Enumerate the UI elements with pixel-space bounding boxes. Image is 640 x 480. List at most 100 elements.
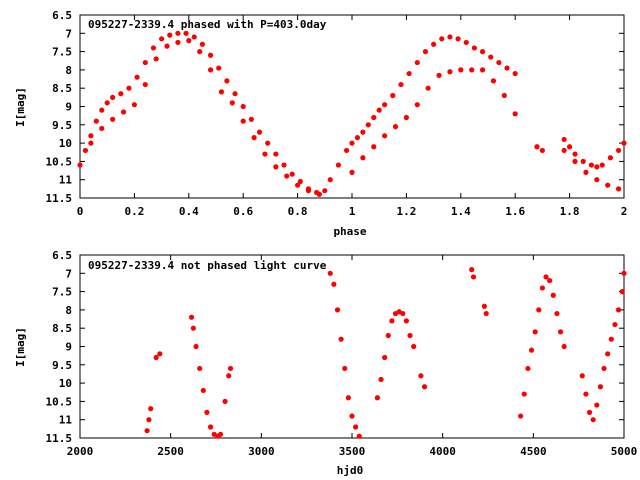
top-data-point	[512, 70, 518, 77]
top-data-point	[273, 151, 279, 157]
bottom-ytick-label: 8	[65, 304, 72, 317]
bottom-ytick-label: 10.5	[46, 395, 73, 408]
bottom-data-point	[521, 391, 527, 397]
bottom-data-point	[583, 391, 589, 397]
top-data-point	[436, 72, 442, 78]
top-data-point	[343, 147, 350, 154]
top-xtick-label: 2	[621, 205, 628, 218]
top-data-point	[425, 85, 431, 91]
bottom-data-point	[536, 307, 542, 313]
top-data-point	[120, 109, 127, 115]
top-data-point	[504, 65, 510, 71]
bottom-data-point	[345, 395, 351, 401]
bottom-data-point	[356, 433, 362, 439]
bottom-xtick-label: 3000	[248, 445, 275, 458]
bottom-data-point	[334, 307, 341, 313]
top-ytick-label: 8.5	[52, 82, 72, 95]
top-panel: 095227-2339.4 phased with P=403.0day pha…	[14, 9, 627, 238]
top-data-point	[167, 32, 173, 38]
top-xtick-label: 1.2	[396, 205, 416, 218]
top-data-point	[455, 36, 461, 42]
top-data-point	[305, 188, 312, 194]
top-data-point	[371, 114, 377, 121]
top-data-point	[118, 91, 124, 97]
top-xtick-label: 0.6	[233, 205, 253, 218]
top-data-point	[335, 162, 341, 168]
top-data-point	[580, 158, 586, 164]
bottom-data-point	[421, 384, 428, 390]
top-ytick-label: 11.5	[46, 192, 73, 205]
top-xtick-label: 1.6	[505, 205, 525, 218]
top-data-point	[229, 100, 235, 106]
bottom-data-point	[528, 347, 535, 353]
top-xtick-label: 0.2	[124, 205, 144, 218]
top-data-point	[599, 162, 605, 168]
top-xtick-label: 1	[349, 205, 356, 218]
top-data-point	[390, 92, 396, 99]
top-ytick-label: 7.5	[52, 46, 72, 59]
bottom-ytick-label: 11.5	[46, 432, 73, 445]
bottom-data-point	[532, 329, 538, 335]
top-data-point	[490, 78, 497, 84]
bottom-data-point	[353, 424, 359, 430]
bottom-plot-frame	[79, 254, 625, 439]
bottom-data-point	[226, 373, 232, 379]
top-data-point	[150, 45, 157, 51]
top-data-point	[159, 36, 165, 42]
bottom-xtick-label: 5000	[611, 445, 638, 458]
top-ytick-label: 9.5	[52, 119, 72, 132]
top-data-point	[175, 30, 181, 36]
top-data-point	[256, 129, 263, 135]
top-xtick-label: 1.4	[451, 205, 471, 218]
bottom-data-point	[550, 292, 556, 298]
bottom-data-point	[148, 406, 154, 412]
top-data-point	[273, 164, 279, 170]
bottom-ytick-label: 10	[59, 377, 72, 390]
bottom-data-point	[557, 329, 564, 335]
bottom-data-point	[207, 424, 214, 430]
bottom-xtick-label: 4500	[520, 445, 547, 458]
top-series-1	[88, 38, 622, 197]
bottom-data-point	[222, 398, 228, 404]
top-data-point	[142, 81, 148, 88]
top-data-point	[479, 49, 486, 55]
bottom-series-0	[144, 267, 627, 439]
bottom-data-point	[338, 336, 344, 342]
bottom-data-point	[621, 270, 627, 276]
top-data-point	[392, 124, 399, 130]
top-data-point	[224, 78, 230, 84]
top-data-point	[349, 169, 355, 175]
bottom-title: 095227-2339.4 not phased light curve	[88, 259, 327, 272]
top-data-point	[232, 91, 238, 97]
top-data-point	[422, 49, 429, 55]
top-ytick-label: 10	[59, 137, 72, 150]
bottom-data-point	[378, 376, 384, 383]
top-data-point	[615, 186, 622, 192]
bottom-data-point	[200, 387, 206, 394]
top-data-point	[183, 30, 189, 36]
top-data-point	[99, 107, 105, 113]
bottom-data-point	[470, 274, 477, 280]
bottom-data-point	[594, 402, 600, 408]
top-data-point	[463, 39, 469, 46]
bottom-data-point	[327, 270, 333, 276]
top-data-point	[583, 169, 589, 175]
top-data-point	[479, 67, 486, 73]
top-data-point	[539, 147, 546, 154]
bottom-data-point	[374, 395, 380, 401]
top-data-point	[382, 133, 388, 139]
top-series-0	[77, 30, 627, 196]
top-data-point	[216, 65, 222, 71]
top-data-point	[248, 116, 254, 122]
bottom-data-point	[342, 365, 348, 372]
top-data-point	[295, 182, 301, 188]
top-data-point	[164, 43, 170, 49]
top-data-point	[134, 74, 140, 80]
top-data-point	[594, 177, 600, 183]
top-data-point	[403, 114, 409, 121]
top-data-point	[588, 162, 594, 168]
top-data-point	[605, 182, 611, 188]
top-ytick-label: 9	[65, 101, 72, 114]
bottom-data-point	[525, 365, 531, 372]
top-data-point	[240, 103, 246, 110]
